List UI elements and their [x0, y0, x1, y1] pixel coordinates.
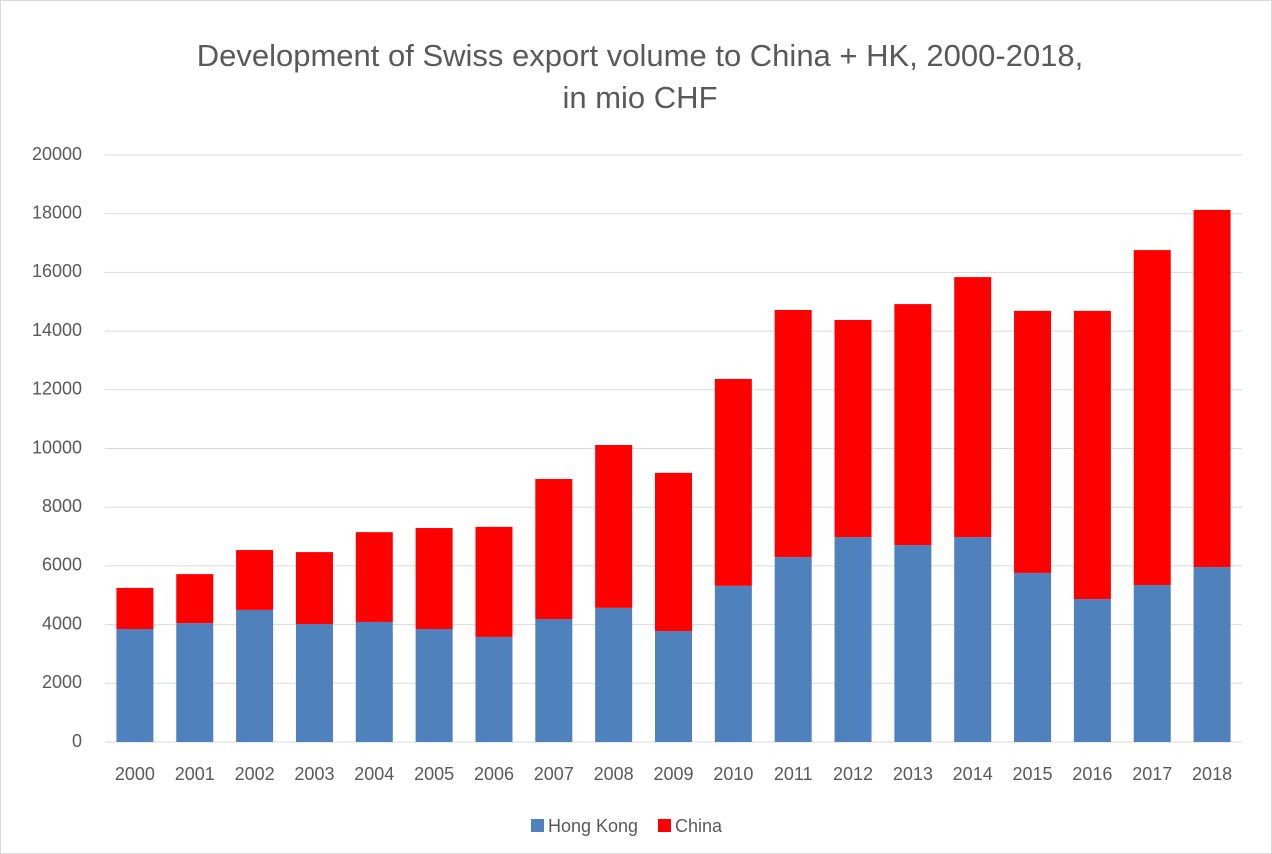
bar-segment — [595, 444, 633, 608]
x-tick-label: 2004 — [354, 764, 394, 784]
chart-title: in mio CHF — [562, 80, 717, 115]
legend-swatch — [531, 819, 544, 832]
y-tick-label: 10000 — [32, 437, 82, 457]
bar-segment — [894, 545, 932, 742]
bar-segment — [1193, 209, 1231, 568]
x-tick-label: 2007 — [534, 764, 574, 784]
bar-segment — [714, 378, 752, 586]
bar-segment — [655, 472, 692, 632]
bar-segment — [355, 621, 393, 742]
legend-label: Hong Kong — [548, 816, 638, 836]
bar-segment — [1014, 572, 1052, 742]
bar-segment — [475, 636, 513, 742]
y-tick-label: 8000 — [42, 496, 82, 516]
x-tick-label: 2011 — [774, 764, 813, 784]
y-tick-label: 6000 — [42, 555, 82, 575]
bar-segment — [954, 537, 992, 742]
x-tick-label: 2015 — [1013, 764, 1053, 784]
x-tick-label: 2016 — [1072, 764, 1112, 784]
legend-swatch — [658, 819, 671, 832]
bar-segment — [1073, 599, 1111, 742]
x-tick-label: 2009 — [653, 764, 693, 784]
bar-segment — [176, 623, 214, 742]
bar-segment — [1193, 567, 1231, 742]
bar-segment — [415, 629, 453, 742]
bar-segment — [475, 526, 513, 637]
bar-segment — [894, 304, 932, 546]
x-tick-label: 2017 — [1132, 764, 1172, 784]
x-tick-label: 2018 — [1192, 764, 1232, 784]
y-tick-label: 14000 — [32, 320, 82, 340]
bar-segment — [415, 528, 453, 630]
bar-segment — [116, 587, 154, 630]
x-tick-label: 2006 — [474, 764, 514, 784]
x-tick-label: 2000 — [115, 764, 155, 784]
y-tick-label: 0 — [72, 731, 82, 751]
bar-segment — [236, 609, 274, 742]
bar-segment — [1014, 310, 1052, 573]
bar-segment — [1133, 250, 1171, 585]
bar-segment — [595, 607, 633, 742]
bar-segment — [1133, 584, 1171, 742]
x-tick-label: 2002 — [235, 764, 275, 784]
bar-segment — [834, 319, 872, 538]
x-tick-label: 2005 — [414, 764, 454, 784]
y-tick-label: 16000 — [32, 261, 82, 281]
x-tick-label: 2013 — [893, 764, 933, 784]
bar-segment — [116, 629, 154, 742]
bar-segment — [295, 552, 333, 625]
y-tick-label: 18000 — [32, 202, 82, 222]
y-tick-label: 4000 — [42, 613, 82, 633]
bar-segment — [295, 624, 333, 742]
bar-segment — [774, 557, 812, 742]
bar-segment — [834, 537, 872, 742]
y-tick-label: 2000 — [42, 672, 82, 692]
bar-segment — [535, 619, 573, 742]
y-tick-label: 20000 — [32, 144, 82, 164]
bar-segment — [774, 309, 812, 558]
x-tick-label: 2008 — [594, 764, 634, 784]
legend-label: China — [675, 816, 723, 836]
bar-segment — [236, 550, 274, 610]
x-tick-label: 2014 — [953, 764, 993, 784]
bar-segment — [355, 532, 393, 622]
x-tick-label: 2003 — [294, 764, 334, 784]
x-tick-label: 2001 — [175, 764, 215, 784]
bar-segment — [954, 277, 992, 538]
bar-segment — [535, 479, 573, 620]
bar-segment — [1073, 310, 1111, 600]
x-tick-label: 2010 — [713, 764, 753, 784]
y-tick-label: 12000 — [32, 379, 82, 399]
x-tick-label: 2012 — [833, 764, 873, 784]
bar-segment — [176, 574, 214, 624]
chart-title: Development of Swiss export volume to Ch… — [197, 38, 1084, 73]
bar-segment — [655, 631, 692, 742]
bar-segment — [714, 585, 752, 742]
